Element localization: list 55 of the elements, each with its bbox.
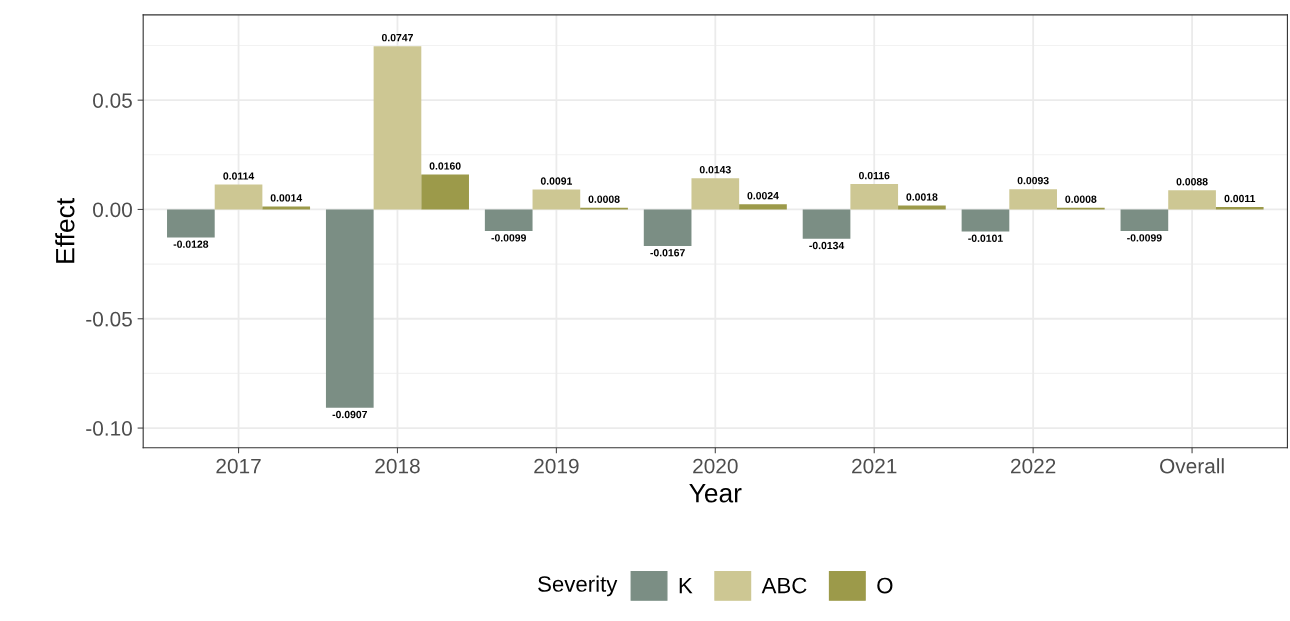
data-label: 0.0114: [223, 172, 255, 180]
bar: [961, 209, 1010, 232]
x-tick-label: 2018: [375, 458, 420, 474]
bar: [167, 209, 215, 238]
bar: [643, 209, 692, 246]
x-tick-label: Overall: [1160, 458, 1224, 474]
x-tick-label: 2022: [1011, 458, 1056, 474]
legend-label: K: [679, 577, 693, 594]
x-axis-title: Year: [689, 484, 742, 503]
bar: [691, 178, 740, 210]
data-label: 0.0093: [1017, 176, 1049, 185]
data-label: 0.0008: [1065, 195, 1097, 203]
data-label: 0.0747: [381, 33, 413, 42]
data-label: 0.0008: [588, 195, 620, 203]
y-axis-title: Effect: [55, 198, 75, 263]
y-tick-label: 0.05: [93, 93, 132, 108]
bar: [739, 204, 787, 210]
data-label: -0.0099: [1127, 234, 1162, 242]
x-tick-label: 2017: [216, 458, 261, 474]
data-label: 0.0160: [429, 162, 461, 170]
bar: [1120, 209, 1169, 232]
data-label: -0.0907: [332, 410, 367, 419]
legend-title: Severity: [538, 575, 618, 597]
data-label: -0.0099: [491, 234, 526, 242]
bar: [421, 174, 469, 210]
x-tick-label: 2020: [693, 458, 738, 474]
legend-label: ABC: [761, 577, 807, 594]
y-tick-label: -0.05: [86, 311, 132, 327]
bar: [325, 209, 374, 408]
data-label: 0.0018: [906, 193, 938, 201]
bar: [484, 209, 533, 232]
x-tick-label: 2019: [534, 458, 579, 474]
x-tick-label: 2021: [852, 458, 897, 474]
y-tick-label: 0.00: [93, 202, 132, 218]
legend-label: O: [877, 577, 893, 594]
bar: [1009, 189, 1057, 210]
data-label: -0.0101: [968, 234, 1003, 242]
y-tick-label: -0.10: [86, 421, 132, 436]
data-label: 0.0024: [747, 192, 779, 200]
bar: [802, 209, 851, 239]
data-label: -0.0128: [173, 240, 209, 248]
data-label: -0.0134: [809, 241, 845, 250]
bar: [373, 46, 422, 210]
data-label: 0.0116: [859, 171, 890, 180]
bar: [214, 184, 263, 210]
bar: [1168, 190, 1216, 210]
data-label: 0.0143: [699, 165, 731, 174]
data-label: 0.0091: [540, 177, 573, 185]
data-label: 0.0014: [270, 194, 303, 202]
bar: [850, 184, 899, 210]
bar: [532, 189, 581, 210]
data-label: 0.0011: [1224, 194, 1256, 203]
data-label: 0.0088: [1176, 178, 1208, 186]
data-label: -0.0167: [650, 249, 685, 257]
bar: [262, 206, 311, 210]
